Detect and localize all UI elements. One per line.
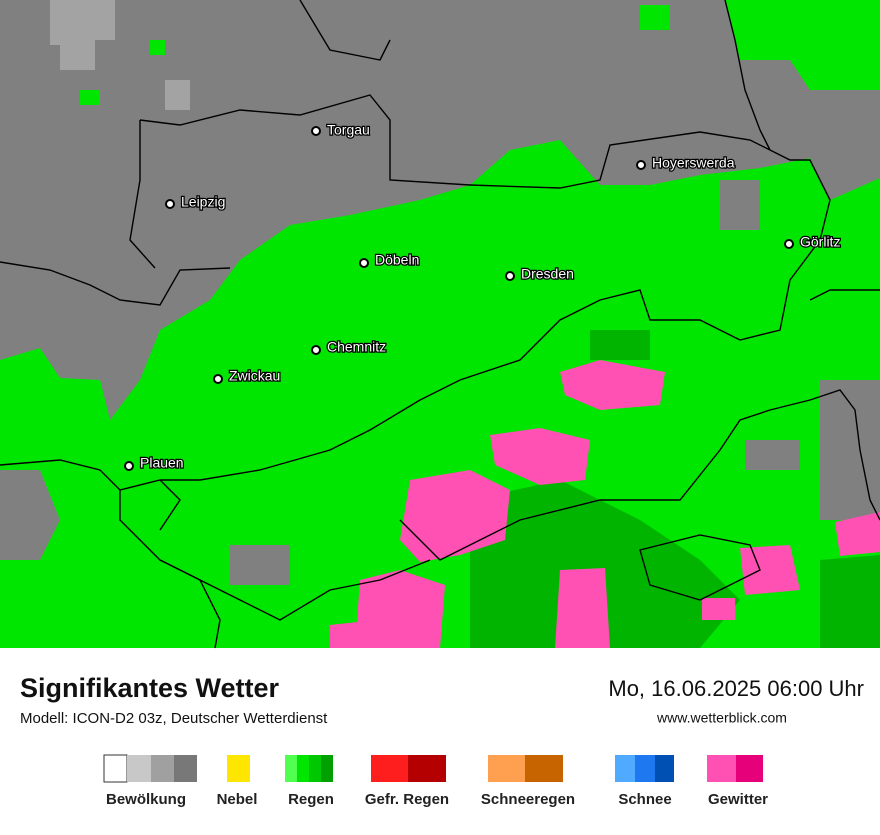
model: Modell: ICON-D2 03z, Deutscher Wetterdie… [20, 710, 328, 727]
footer: Signifikantes Wetter Modell: ICON-D2 03z… [20, 673, 864, 727]
legend: Bewölkung Nebel Regen Gefr. Regen Schnee… [103, 754, 768, 808]
city-label: Hoyerswerda [652, 155, 735, 171]
website: www.wetterblick.com [656, 710, 787, 726]
legend-label: Gefr. Regen [365, 791, 449, 808]
city-label: Leipzig [181, 194, 225, 210]
city: Hoyerswerda [636, 153, 736, 172]
city: Torgau [311, 120, 371, 139]
cities: Torgau Leipzig Döbeln Dresden Hoyerswerd… [124, 120, 842, 472]
legend-label: Schnee [618, 791, 671, 808]
city: Chemnitz [311, 337, 387, 356]
city-label: Döbeln [375, 252, 419, 268]
city: Döbeln [359, 250, 421, 269]
title: Signifikantes Wetter [20, 673, 280, 703]
legend-label: Schneeregen [481, 791, 575, 808]
city-label: Chemnitz [327, 339, 386, 355]
city-label: Plauen [140, 455, 184, 471]
legend-label: Regen [288, 791, 334, 808]
city-label: Görlitz [800, 234, 840, 250]
city: Zwickau [213, 366, 282, 385]
datetime: Mo, 16.06.2025 06:00 Uhr [608, 676, 864, 701]
city-label: Torgau [327, 122, 370, 138]
legend-label: Gewitter [708, 791, 768, 808]
city: Plauen [124, 453, 185, 472]
legend-label: Nebel [217, 791, 258, 808]
map: Torgau Leipzig Döbeln Dresden Hoyerswerd… [0, 0, 880, 649]
legend-label: Bewölkung [106, 791, 186, 808]
city: Görlitz [784, 232, 842, 251]
city: Dresden [505, 264, 575, 283]
city-label: Zwickau [229, 368, 280, 384]
city: Leipzig [165, 192, 227, 211]
city-label: Dresden [521, 266, 574, 282]
